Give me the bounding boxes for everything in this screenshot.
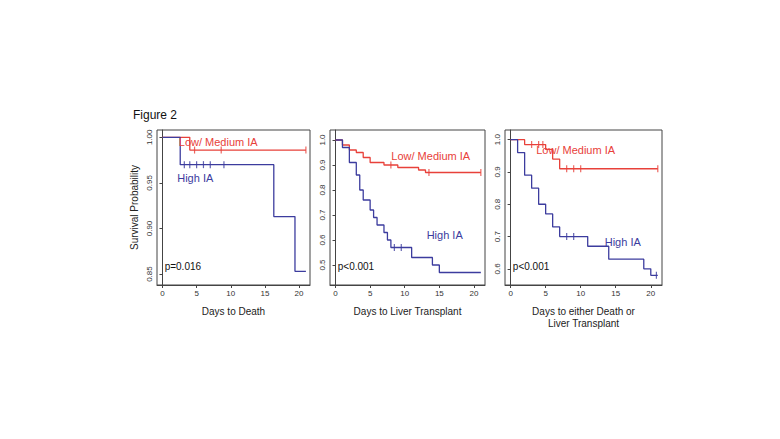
svg-text:20: 20 <box>295 289 304 298</box>
svg-text:10: 10 <box>576 289 585 298</box>
svg-text:0.6: 0.6 <box>493 263 502 275</box>
svg-text:0.95: 0.95 <box>145 175 154 191</box>
svg-text:Survival Probability: Survival Probability <box>129 165 140 250</box>
svg-text:15: 15 <box>260 289 269 298</box>
svg-text:0: 0 <box>508 289 513 298</box>
svg-text:10: 10 <box>226 289 235 298</box>
svg-text:Days to Liver Transplant: Days to Liver Transplant <box>354 306 462 317</box>
svg-text:1.00: 1.00 <box>145 129 154 145</box>
svg-text:Liver Transplant: Liver Transplant <box>548 318 619 329</box>
svg-text:15: 15 <box>611 289 620 298</box>
svg-text:20: 20 <box>646 289 655 298</box>
svg-text:High IA: High IA <box>605 236 642 248</box>
svg-text:20: 20 <box>469 289 478 298</box>
svg-text:5: 5 <box>194 289 199 298</box>
svg-text:0.9: 0.9 <box>493 166 502 178</box>
svg-text:Low/ Medium IA: Low/ Medium IA <box>179 136 259 148</box>
svg-text:10: 10 <box>400 289 409 298</box>
svg-text:5: 5 <box>368 289 373 298</box>
svg-text:1.0: 1.0 <box>493 134 502 146</box>
svg-text:0: 0 <box>333 289 338 298</box>
svg-text:Low/ Medium IA: Low/ Medium IA <box>391 150 471 162</box>
svg-text:1.0: 1.0 <box>318 134 327 146</box>
svg-text:0.7: 0.7 <box>493 230 502 242</box>
svg-text:p=0.016: p=0.016 <box>165 261 202 272</box>
svg-text:0: 0 <box>160 289 165 298</box>
svg-text:p<0.001: p<0.001 <box>513 261 550 272</box>
svg-text:Days to Death: Days to Death <box>202 306 265 317</box>
svg-text:0.90: 0.90 <box>145 220 154 236</box>
svg-text:High IA: High IA <box>177 172 214 184</box>
svg-text:0.8: 0.8 <box>493 198 502 210</box>
svg-text:5: 5 <box>543 289 548 298</box>
svg-text:Figure 2: Figure 2 <box>133 108 177 122</box>
svg-text:0.6: 0.6 <box>318 234 327 246</box>
svg-text:0.9: 0.9 <box>318 159 327 171</box>
svg-text:0.7: 0.7 <box>318 209 327 221</box>
svg-text:Days to either Death or: Days to either Death or <box>532 306 635 317</box>
svg-text:Low/ Medium IA: Low/ Medium IA <box>536 144 616 156</box>
svg-text:15: 15 <box>435 289 444 298</box>
svg-text:High IA: High IA <box>427 229 464 241</box>
svg-text:0.85: 0.85 <box>145 266 154 282</box>
svg-text:p<0.001: p<0.001 <box>338 261 375 272</box>
svg-text:0.5: 0.5 <box>318 259 327 271</box>
svg-text:0.8: 0.8 <box>318 184 327 196</box>
